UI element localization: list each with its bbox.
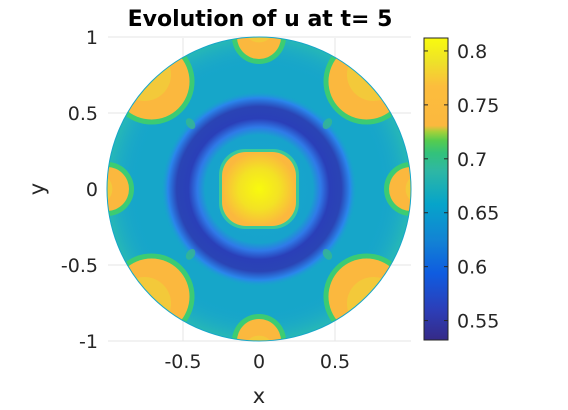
field-speck	[185, 248, 196, 260]
colorbar-tick-label: 0.75	[457, 95, 499, 117]
edge-cap-core	[389, 167, 411, 211]
colorbar-frame	[423, 37, 449, 341]
colorbar-ticks: 0.8 0.75 0.7 0.65 0.6 0.55	[424, 41, 499, 333]
y-tick-label: 0	[86, 179, 98, 201]
colorbar	[424, 38, 448, 340]
y-tick-label: -0.5	[61, 255, 98, 277]
x-axis-ticks: -0.5 0 0.5	[164, 351, 350, 373]
field-speck	[185, 118, 196, 130]
small-marks	[185, 118, 333, 260]
y-tick-label: 0.5	[68, 103, 98, 125]
edge-cap-core	[237, 319, 281, 341]
disk-boundary	[106, 36, 412, 342]
colorbar-tick-label: 0.55	[457, 311, 499, 333]
edge-cap	[107, 162, 134, 216]
y-tick-label: -1	[79, 331, 98, 353]
x-tick-label: 0.5	[320, 351, 350, 373]
edge-cap-core	[107, 167, 129, 211]
central-spot	[222, 152, 296, 226]
chart-title: Evolution of u at t= 5	[128, 7, 393, 32]
x-axis-label: x	[253, 384, 265, 408]
field-speck	[322, 118, 333, 130]
y-axis-label: y	[25, 183, 49, 195]
x-tick-label: 0	[253, 351, 265, 373]
colorbar-tick-label: 0.8	[457, 41, 487, 63]
edge-cap	[232, 314, 286, 341]
colorbar-tick-label: 0.65	[457, 203, 499, 225]
x-tick-label: -0.5	[164, 351, 201, 373]
edge-cap-core	[237, 37, 281, 59]
y-axis-ticks: 1 0.5 0 -0.5 -1	[61, 27, 98, 353]
colorbar-tick-label: 0.7	[457, 149, 487, 171]
colorbar-tick-label: 0.6	[457, 257, 487, 279]
edge-cap	[384, 162, 411, 216]
edge-cap	[232, 37, 286, 64]
field-speck	[322, 248, 333, 260]
y-tick-label: 1	[86, 27, 98, 49]
